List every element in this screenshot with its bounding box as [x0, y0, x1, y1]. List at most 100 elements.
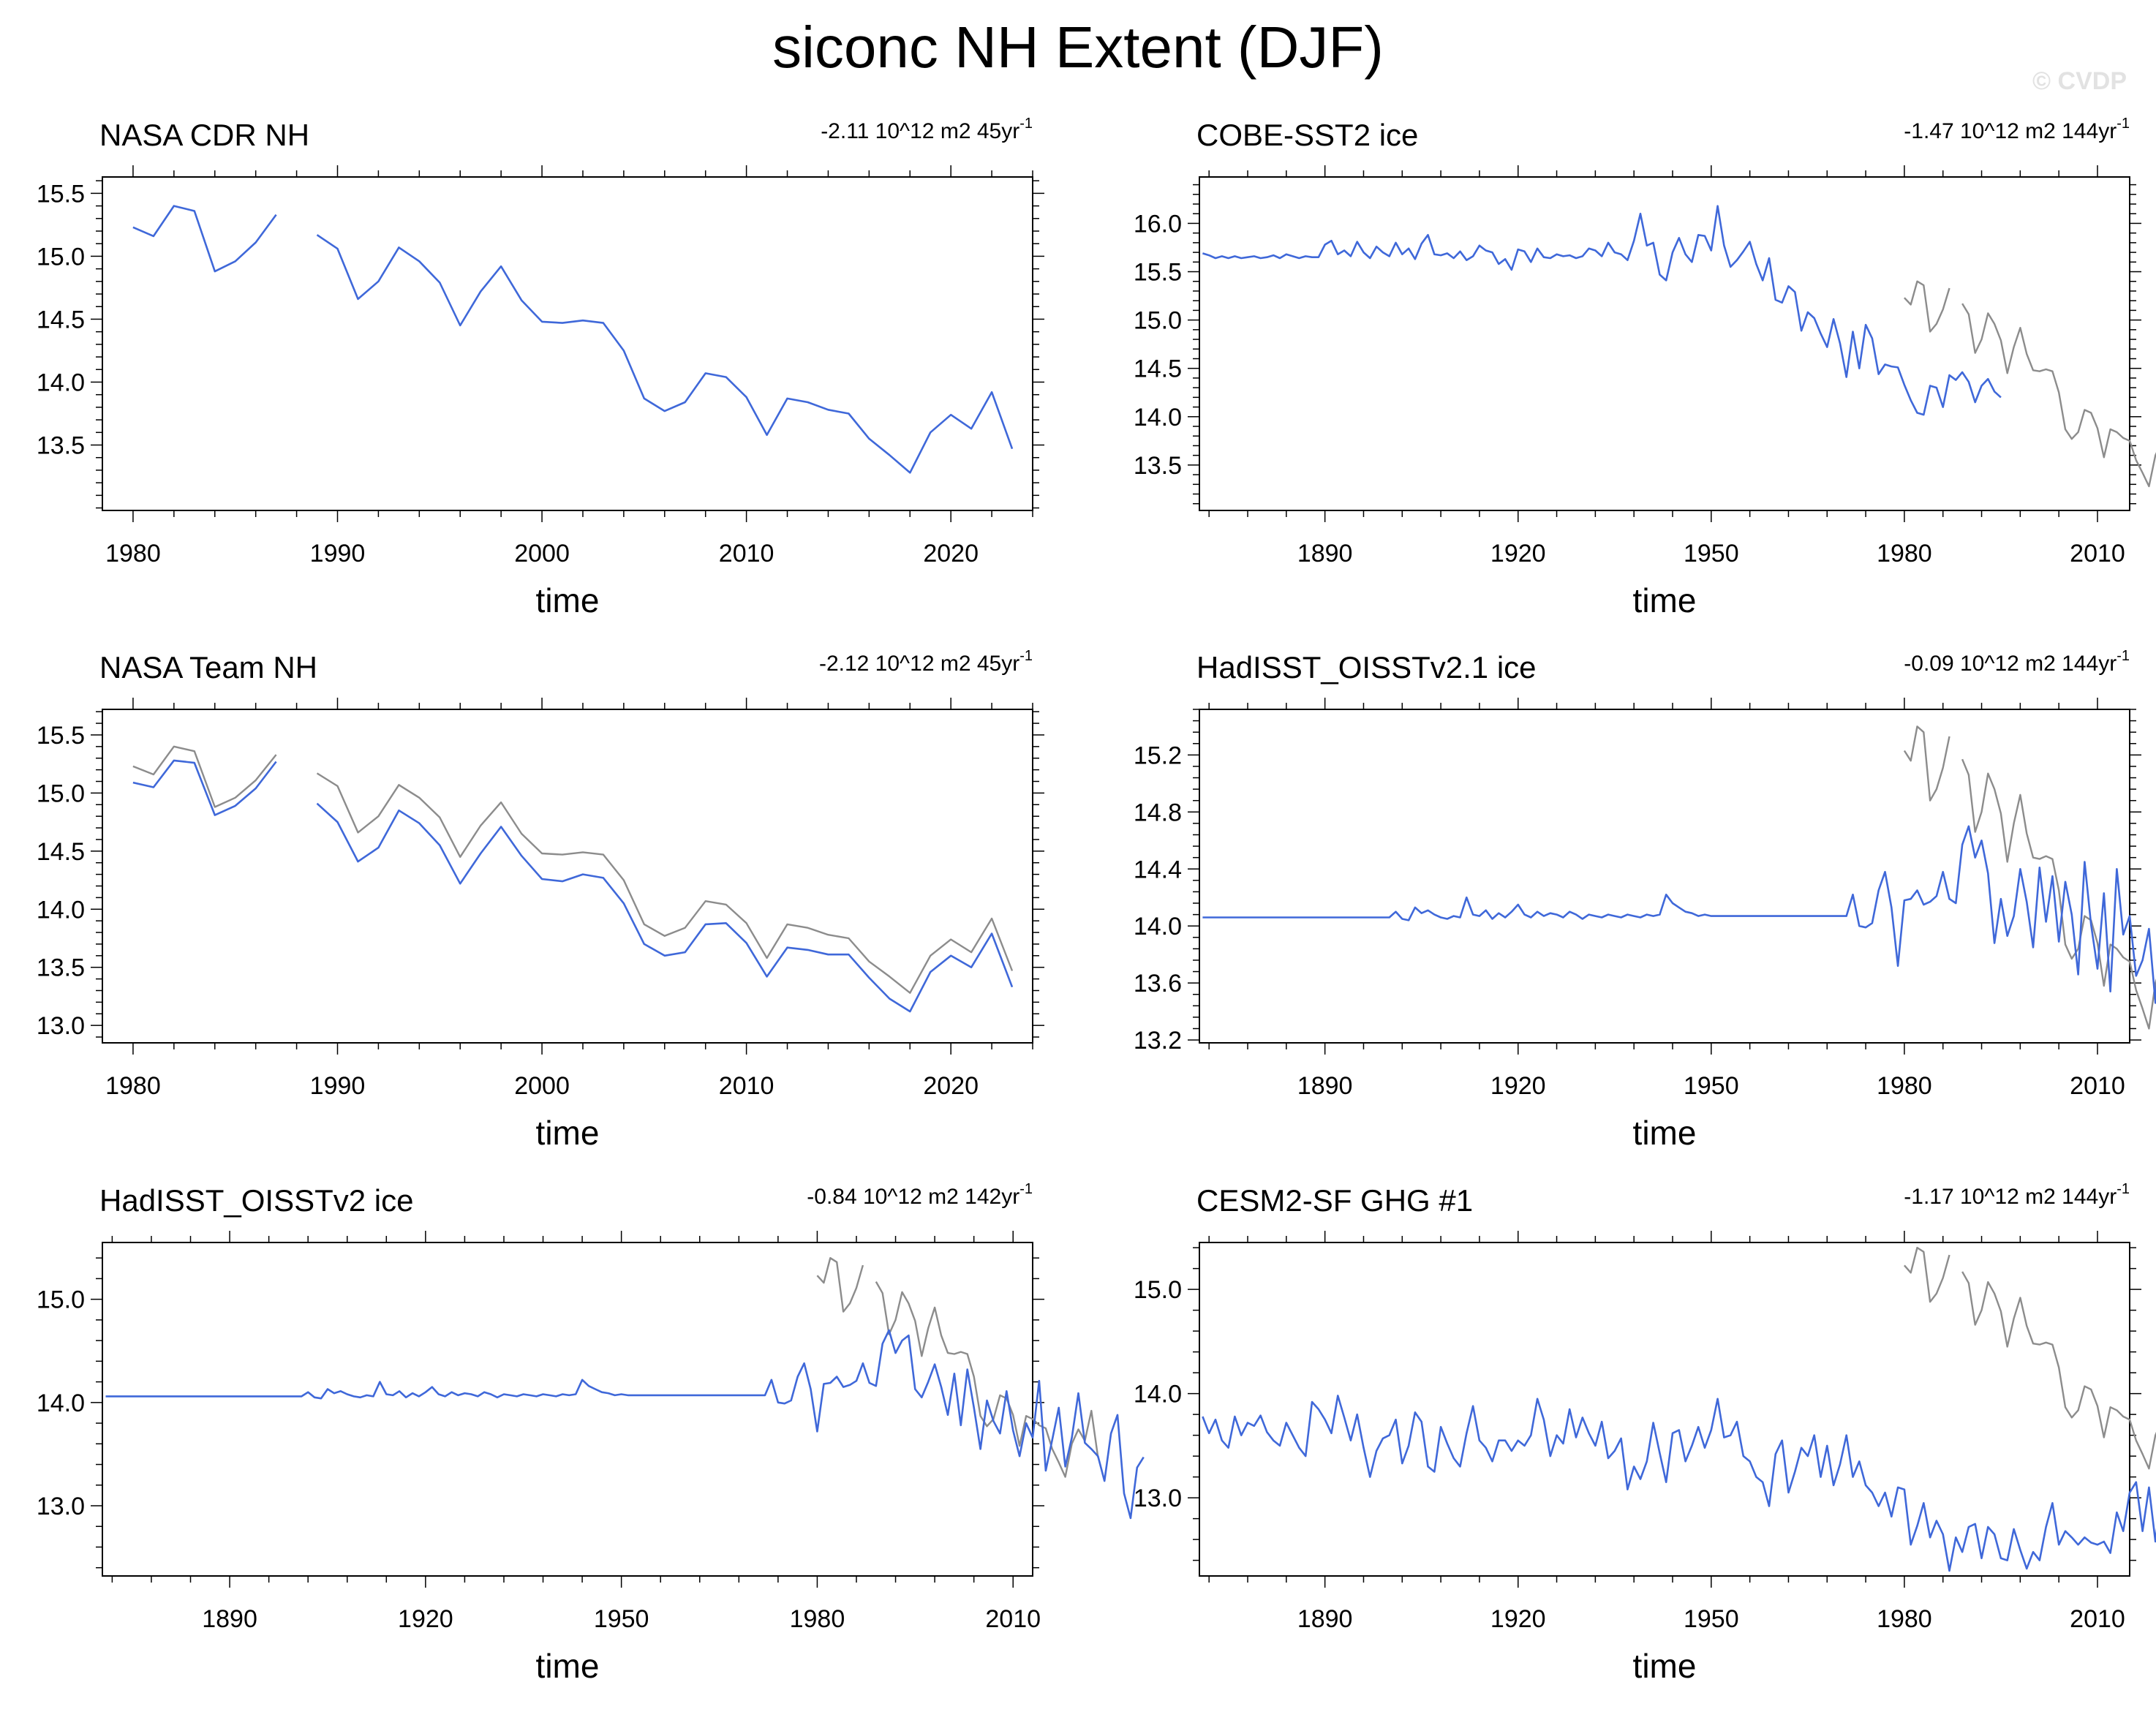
x-tick-label: 1990 — [310, 540, 366, 567]
plot-frame — [102, 1242, 1033, 1577]
trend-exponent: -1 — [2117, 116, 2130, 132]
trend-label: -2.11 10^12 m2 45yr-1 — [821, 116, 1033, 145]
x-tick-label: 1890 — [202, 1605, 257, 1633]
y-tick-label: 14.5 — [37, 838, 85, 866]
x-tick-label: 2010 — [2070, 1072, 2125, 1100]
series-line-hadisst-oisstv2-ice — [105, 1329, 1145, 1520]
observed-line-nasa-cdr-nh — [1904, 280, 2156, 488]
x-axis-title: time — [1632, 1114, 1697, 1152]
trend-value: -2.12 10^12 m2 45yr — [818, 652, 1020, 676]
chart-panel: NASA Team NH -2.12 10^12 m2 45yr-1 time 13.… — [0, 642, 1078, 1198]
x-tick-label: 1990 — [310, 1072, 366, 1100]
watermark: © CVDP — [2032, 67, 2127, 95]
x-axis-title: time — [535, 1114, 600, 1152]
x-tick-label: 1890 — [1297, 1605, 1353, 1633]
y-tick-label: 14.0 — [37, 1389, 85, 1417]
series-line-cesm2-sf-ghg-1 — [1202, 1395, 2156, 1572]
plot-frame — [102, 709, 1033, 1044]
y-tick-label: 15.5 — [37, 180, 85, 208]
x-tick-label: 2010 — [985, 1605, 1041, 1633]
plot-frame — [1199, 709, 2130, 1044]
trend-value: -1.17 10^12 m2 144yr — [1904, 1185, 2117, 1209]
y-tick-label: 15.0 — [37, 780, 85, 807]
x-tick-label: 1920 — [1490, 1072, 1546, 1100]
observed-line-nasa-cdr-nh — [132, 745, 1014, 994]
panel-title: HadISST_OISSTv2.1 ice — [1196, 650, 1537, 685]
trend-value: -1.47 10^12 m2 144yr — [1904, 119, 2117, 143]
y-tick-label: 13.0 — [37, 1493, 85, 1520]
y-tick-label: 15.0 — [1134, 307, 1182, 335]
y-tick-label: 13.6 — [1134, 970, 1182, 998]
trend-exponent: -1 — [1019, 1181, 1033, 1197]
x-tick-label: 1980 — [105, 1072, 161, 1100]
x-axis-title: time — [535, 1647, 600, 1685]
panel-title: NASA Team NH — [99, 650, 317, 685]
trend-exponent: -1 — [2117, 1181, 2130, 1197]
series-line-nasa-cdr-nh — [132, 205, 1014, 474]
y-tick-label: 15.0 — [37, 243, 85, 271]
y-tick-label: 14.8 — [1134, 799, 1182, 826]
series-line-hadisst-oisstv2-1-ice — [1202, 825, 2156, 1004]
x-tick-label: 2020 — [923, 1072, 979, 1100]
y-tick-label: 15.5 — [37, 722, 85, 750]
y-tick-label: 13.5 — [37, 432, 85, 460]
chart-panel: NASA CDR NH -2.11 10^12 m2 45yr-1 time 13.5… — [0, 110, 1078, 665]
x-axis-title: time — [1632, 1647, 1697, 1685]
chart-panel: CESM2-SF GHG #1 -1.17 10^12 m2 144yr-1 tim… — [1097, 1175, 2156, 1731]
y-tick-label: 14.0 — [1134, 404, 1182, 431]
series-line-cobe-sst2-ice — [1202, 205, 2002, 416]
trend-label: -1.17 10^12 m2 144yr-1 — [1904, 1181, 2130, 1210]
y-tick-label: 14.0 — [37, 369, 85, 396]
x-axis-title: time — [1632, 581, 1697, 619]
trend-value: -2.11 10^12 m2 45yr — [821, 119, 1020, 143]
x-tick-label: 2000 — [514, 1072, 570, 1100]
observed-line-nasa-cdr-nh — [1903, 725, 2156, 1030]
trend-exponent: -1 — [1019, 116, 1033, 132]
trend-exponent: -1 — [2117, 648, 2130, 664]
y-tick-label: 15.0 — [37, 1286, 85, 1314]
chart-panel: COBE-SST2 ice -1.47 10^12 m2 144yr-1 time 1… — [1097, 110, 2156, 665]
chart-svg: 13.0 14.0 15.0 1890 1920 1950 1980 2010 — [1134, 1231, 2156, 1633]
panel-title: CESM2-SF GHG #1 — [1196, 1183, 1474, 1218]
observed-line-nasa-cdr-nh — [816, 1257, 1099, 1478]
y-tick-label: 15.5 — [1134, 259, 1182, 287]
figure-title: siconc NH Extent (DJF) — [772, 15, 1384, 80]
panel-title: COBE-SST2 ice — [1196, 118, 1419, 152]
x-tick-label: 1950 — [594, 1605, 649, 1633]
trend-label: -0.09 10^12 m2 144yr-1 — [1904, 648, 2130, 677]
trend-exponent: -1 — [1019, 648, 1033, 664]
x-tick-label: 1920 — [1490, 540, 1546, 567]
y-tick-label: 14.0 — [37, 896, 85, 924]
y-tick-label: 14.5 — [1134, 355, 1182, 383]
x-tick-label: 1980 — [1877, 540, 1932, 567]
x-tick-label: 1950 — [1684, 1072, 1739, 1100]
x-tick-label: 1890 — [1297, 1072, 1353, 1100]
y-tick-label: 13.0 — [37, 1012, 85, 1040]
y-tick-label: 13.5 — [37, 954, 85, 982]
trend-value: -0.84 10^12 m2 142yr — [807, 1185, 1020, 1209]
panel-title: NASA CDR NH — [99, 118, 310, 152]
x-tick-label: 1890 — [1297, 540, 1353, 567]
y-tick-label: 14.0 — [1134, 1381, 1182, 1408]
x-tick-label: 2000 — [514, 540, 570, 567]
x-tick-label: 2010 — [719, 540, 774, 567]
x-tick-label: 2010 — [2070, 1605, 2125, 1633]
y-tick-label: 13.0 — [1134, 1485, 1182, 1512]
x-tick-label: 1980 — [790, 1605, 845, 1633]
x-tick-label: 1980 — [1877, 1605, 1932, 1633]
chart-svg: 13.0 13.5 14.0 14.5 15.0 15.5 1980 1990 2000 2010… — [37, 698, 1044, 1100]
chart-panel: HadISST_OISSTv2.1 ice -0.09 10^12 m2 144y… — [1097, 642, 2156, 1198]
y-tick-label: 15.0 — [1134, 1276, 1182, 1304]
x-tick-label: 2020 — [923, 540, 979, 567]
chart-svg: 13.0 14.0 15.0 1890 1920 1950 1980 2010 — [37, 1231, 1145, 1633]
chart-panel: HadISST_OISSTv2 ice -0.84 10^12 m2 142yr-… — [0, 1175, 1145, 1731]
x-tick-label: 2010 — [2070, 540, 2125, 567]
x-tick-label: 1980 — [1877, 1072, 1932, 1100]
plot-frame — [102, 176, 1033, 511]
chart-svg: 13.5 14.0 14.5 15.0 15.5 16.0 1890 1920 1950 1980… — [1134, 165, 2156, 567]
y-tick-label: 13.2 — [1134, 1027, 1182, 1055]
trend-label: -0.84 10^12 m2 142yr-1 — [807, 1181, 1033, 1210]
trend-value: -0.09 10^12 m2 144yr — [1904, 652, 2117, 676]
chart-svg: 13.2 13.6 14.0 14.4 14.8 15.2 1890 1920 1950 1980… — [1134, 698, 2156, 1100]
x-tick-label: 1920 — [398, 1605, 453, 1633]
